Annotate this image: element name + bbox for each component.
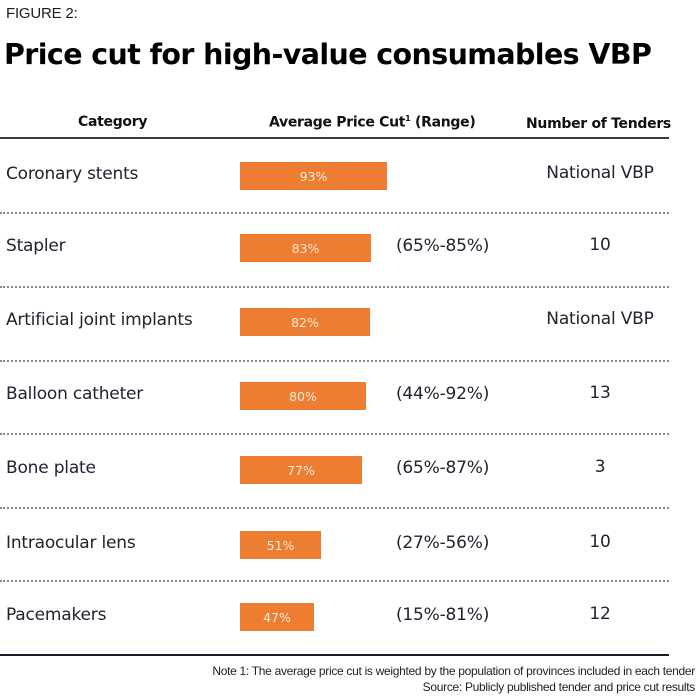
category-label: Artificial joint implants	[6, 310, 193, 330]
price-cut-range: (15%-81%)	[396, 605, 490, 625]
header-avg-price-cut: Average Price Cut1 (Range)	[269, 114, 476, 131]
row-separator	[0, 433, 669, 435]
category-label: Pacemakers	[6, 605, 107, 625]
note-1: Note 1: The average price cut is weighte…	[212, 664, 695, 678]
row-separator	[0, 360, 669, 362]
row-separator	[0, 580, 669, 582]
price-cut-bar: 47%	[240, 603, 314, 631]
bar-value-label: 77%	[287, 462, 315, 478]
bottom-rule	[0, 654, 669, 656]
source-note: Source: Publicly published tender and pr…	[422, 680, 696, 694]
header-tenders: Number of Tenders	[526, 116, 671, 132]
price-cut-bar: 93%	[240, 162, 387, 190]
bar-value-label: 83%	[291, 240, 320, 256]
tender-count: 12	[589, 604, 611, 624]
header-category: Category	[78, 114, 148, 130]
row-separator	[0, 286, 669, 288]
tender-count: National VBP	[546, 163, 654, 183]
category-label: Coronary stents	[6, 164, 139, 184]
bar-value-label: 82%	[291, 314, 319, 330]
price-cut-range: (27%-56%)	[396, 533, 490, 553]
price-cut-range: (44%-92%)	[396, 384, 490, 404]
tender-count: 10	[589, 235, 611, 255]
category-label: Intraocular lens	[6, 533, 136, 553]
bar-value-label: 93%	[299, 168, 328, 184]
price-cut-range: (65%-85%)	[396, 236, 490, 256]
tender-count: National VBP	[546, 309, 654, 329]
price-cut-bar: 80%	[240, 382, 366, 410]
figure-label: FIGURE 2:	[6, 5, 78, 22]
category-label: Stapler	[6, 236, 66, 256]
chart-title: Price cut for high-value consumables VBP	[4, 38, 652, 71]
bar-value-label: 80%	[289, 388, 317, 404]
price-cut-bar: 83%	[240, 234, 371, 262]
bar-value-label: 51%	[266, 537, 295, 553]
footnote-marker: 1	[405, 114, 411, 123]
price-cut-bar: 77%	[240, 456, 362, 484]
tender-count: 3	[594, 457, 606, 477]
row-separator	[0, 507, 669, 509]
tender-count: 10	[589, 532, 611, 552]
price-cut-bar: 82%	[240, 308, 370, 336]
category-label: Balloon catheter	[6, 384, 144, 404]
tender-count: 13	[589, 383, 611, 403]
price-cut-range: (65%-87%)	[396, 458, 490, 478]
header-avg-price-cut-label: Average Price Cut	[269, 114, 406, 131]
header-range-label: (Range)	[410, 114, 476, 131]
header-rule	[0, 137, 669, 139]
row-separator	[0, 212, 669, 214]
bar-value-label: 47%	[263, 609, 291, 625]
price-cut-bar: 51%	[240, 531, 321, 559]
category-label: Bone plate	[6, 458, 96, 478]
